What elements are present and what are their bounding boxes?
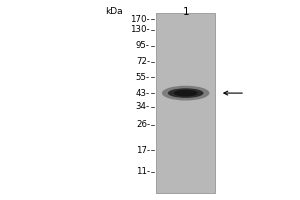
Text: 34-: 34- (136, 102, 150, 111)
Text: kDa: kDa (106, 7, 123, 16)
FancyBboxPatch shape (156, 13, 215, 193)
Text: 72-: 72- (136, 57, 150, 66)
Ellipse shape (168, 88, 203, 98)
Ellipse shape (162, 86, 209, 100)
Ellipse shape (174, 90, 198, 96)
Text: 95-: 95- (136, 41, 150, 50)
Text: 43-: 43- (136, 89, 150, 98)
Text: 1: 1 (182, 7, 189, 17)
Text: 11-: 11- (136, 167, 150, 176)
Text: 17-: 17- (136, 146, 150, 155)
Text: 130-: 130- (130, 25, 150, 34)
Text: 55-: 55- (136, 73, 150, 82)
Text: 170-: 170- (130, 15, 150, 24)
Text: 26-: 26- (136, 120, 150, 129)
